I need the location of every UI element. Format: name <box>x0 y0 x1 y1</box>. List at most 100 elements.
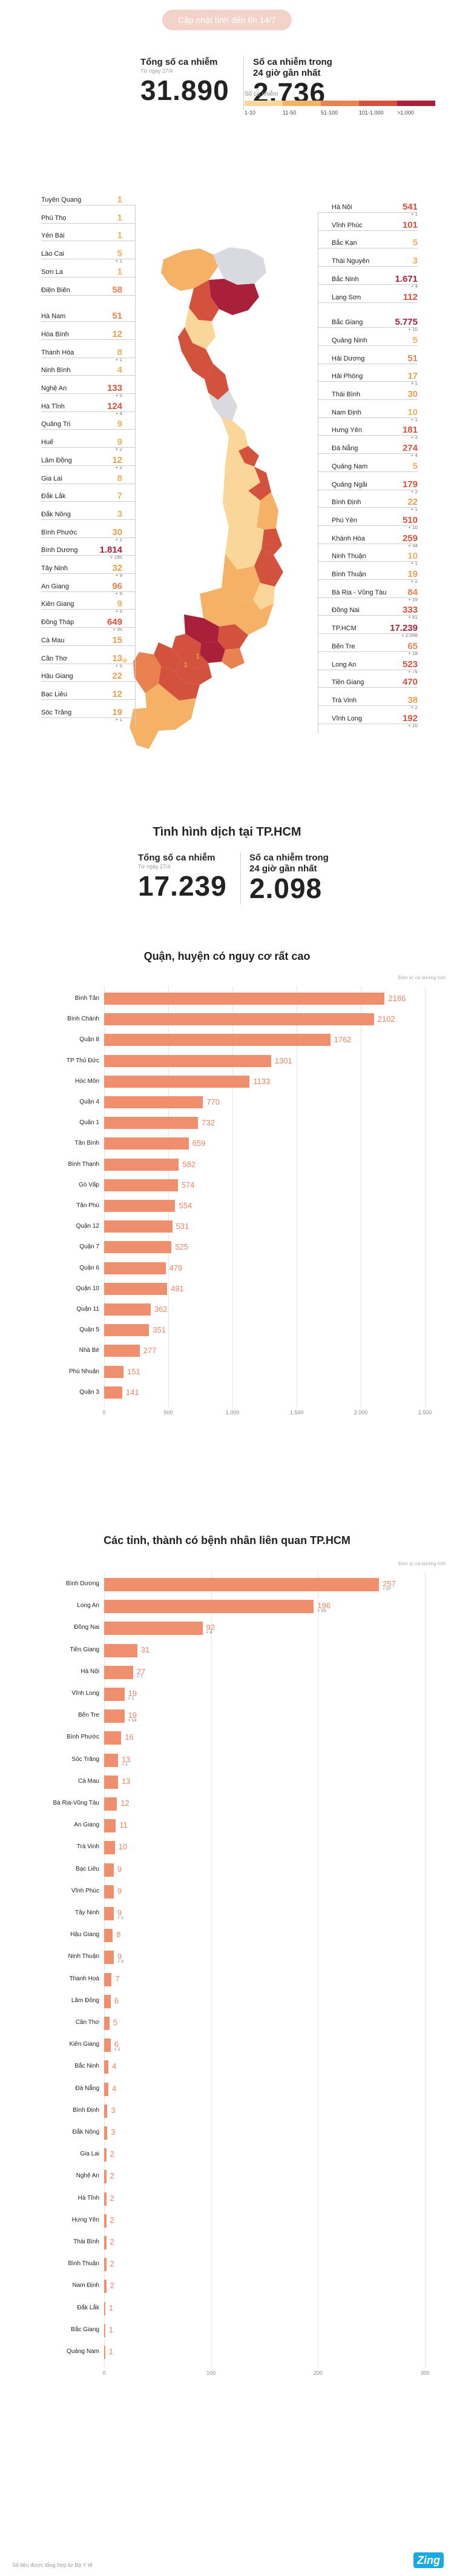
chart-value-label: 9 <box>117 1952 122 1962</box>
map-left-province-delta: + 2 <box>115 464 122 470</box>
map-left-province-delta: + 2 <box>115 447 122 453</box>
map-right-province-name: Tiền Giang <box>332 679 364 687</box>
chart-category-label: Hà Nội <box>81 1668 99 1675</box>
map-left-province-delta: + 185 <box>110 554 122 561</box>
legend-swatch <box>321 101 359 106</box>
chart-value-label: 2 <box>110 2281 114 2291</box>
chart-bar <box>104 2258 107 2272</box>
map-right-province-name: Hải Dương <box>332 354 365 362</box>
map-right-leader-line <box>318 561 418 562</box>
chart-bar <box>104 1731 122 1745</box>
chart-value-label: 574 <box>181 1180 195 1190</box>
map-left-province-value: 96 <box>112 581 122 591</box>
chart-delta-label: + 33 <box>317 1609 326 1614</box>
map-region-nghean <box>178 327 213 379</box>
map-left-province-name: Sơn La <box>41 268 63 276</box>
chart-category-label: Đắk Lắk <box>77 2304 99 2311</box>
map-region-dongnai <box>218 624 248 650</box>
map-left-province-delta: + 9 <box>115 573 122 578</box>
map-region-quangnam <box>225 438 260 491</box>
map-left-province-value: 30 <box>112 527 122 537</box>
chart-gridline <box>425 987 426 1407</box>
chart-bar <box>104 2017 110 2030</box>
map-region-khanhhoa <box>254 549 283 587</box>
map-left-province-value: 124 <box>107 401 122 411</box>
new-cases-label-1: Số ca nhiễm trong <box>253 57 332 67</box>
map-right-leader-line <box>318 284 418 285</box>
chart-bar <box>104 2323 105 2337</box>
map-right-province-value: 470 <box>402 677 418 688</box>
chart-category-label: Quận 3 <box>79 1388 99 1396</box>
chart-category-label: Hà Tĩnh <box>77 2194 99 2202</box>
chart-category-label: Bình Tân <box>74 995 99 1002</box>
chart-value-label: 7 <box>115 1974 120 1983</box>
map-left-province-value: 8 <box>117 347 122 358</box>
chart-bar <box>104 1688 125 1701</box>
map-right-province-delta: + 3 <box>410 434 418 441</box>
chart-gridline <box>104 987 105 1407</box>
map-region-soctrang-baclieu <box>156 698 196 731</box>
map-island-phuquoc <box>122 658 127 663</box>
map-left-province-delta: + 1 <box>115 716 122 722</box>
map-right-province-name: Long An <box>332 661 357 668</box>
chart-delta-label: + 7 <box>136 1674 143 1679</box>
map-region-phuyen <box>262 528 282 555</box>
map-right-leader-line <box>318 266 418 267</box>
map-right-province-name: Vĩnh Phúc <box>332 221 363 229</box>
map-region-ninhthuan <box>253 583 275 610</box>
map-left-province-value: 12 <box>112 454 122 465</box>
map-region-red-river <box>209 279 259 315</box>
map-left-province-value: 58 <box>112 284 122 295</box>
map-right-province-name: Thái Nguyên <box>332 258 370 265</box>
chart-delta-label: + 1 <box>117 1916 123 1920</box>
island-left-value: 1 <box>183 661 188 669</box>
chart-bar <box>104 1643 137 1657</box>
chart-bar <box>104 1951 114 1965</box>
chart-value-label: 8 <box>116 1930 121 1940</box>
map-left-leader-line <box>41 609 135 610</box>
hcm-total-label: Tổng số ca nhiễm <box>138 853 215 863</box>
map-right-province-delta: + 10 <box>408 524 418 530</box>
chart-category-label: Quận 12 <box>76 1223 99 1230</box>
map-left-province-delta: + 4 <box>115 410 122 416</box>
chart-bar <box>104 2192 107 2206</box>
map-left-province-name: Điện Biên <box>41 286 70 294</box>
map-left-province-value: 9 <box>117 437 122 448</box>
chart-value-label: 196 <box>317 1601 331 1611</box>
chart2-unit-note: Đơn vị: ca dương tính <box>398 1561 446 1566</box>
map-right-province-name: Bình Thuận <box>332 571 366 578</box>
map-right-leader-line <box>318 302 418 303</box>
chart-gridline <box>211 1572 212 2368</box>
map-region-tiengiang-bentre <box>174 661 212 685</box>
map-right-leader-line <box>318 633 418 634</box>
chart-category-label: Phú Nhuận <box>68 1368 99 1375</box>
chart-category-label: Bình Thuận <box>68 2260 99 2268</box>
map-left-province-name: Đồng Tháp <box>41 619 74 627</box>
chart-value-label: 732 <box>202 1118 215 1128</box>
chart-value-label: 479 <box>169 1263 183 1273</box>
legend-swatch <box>359 101 397 106</box>
chart-bar <box>104 1386 122 1399</box>
chart-value-label: 4 <box>112 2062 117 2071</box>
map-region-northwest <box>161 248 218 291</box>
map-right-leader-line <box>318 327 418 328</box>
map-right-province-delta: + 2.098 <box>401 633 418 639</box>
chart-category-label: Thanh Hoá <box>69 1975 99 1982</box>
chart-bar <box>104 1303 151 1316</box>
map-right-leader-line <box>318 471 418 472</box>
map-left-province-value: 1 <box>117 212 122 223</box>
map-left-province-name: Hậu Giang <box>41 673 73 681</box>
map-right-province-delta: + 2 <box>410 704 418 710</box>
chart-value-label: 11 <box>119 1820 128 1830</box>
map-left-leader-line <box>41 375 135 376</box>
map-left-province-value: 19 <box>112 707 122 717</box>
chart-bar <box>104 1096 203 1108</box>
chart-value-label: 2 <box>110 2149 114 2159</box>
chart-category-label: Hậu Giang <box>70 1931 99 1939</box>
chart-bar <box>104 2082 109 2096</box>
chart-delta-label: + 14 <box>128 1719 137 1723</box>
chart-bar <box>104 1345 140 1357</box>
legend-swatch <box>397 101 435 106</box>
chart-category-label: Sóc Trăng <box>71 1756 99 1763</box>
map-left-province-value: 5 <box>117 248 122 259</box>
